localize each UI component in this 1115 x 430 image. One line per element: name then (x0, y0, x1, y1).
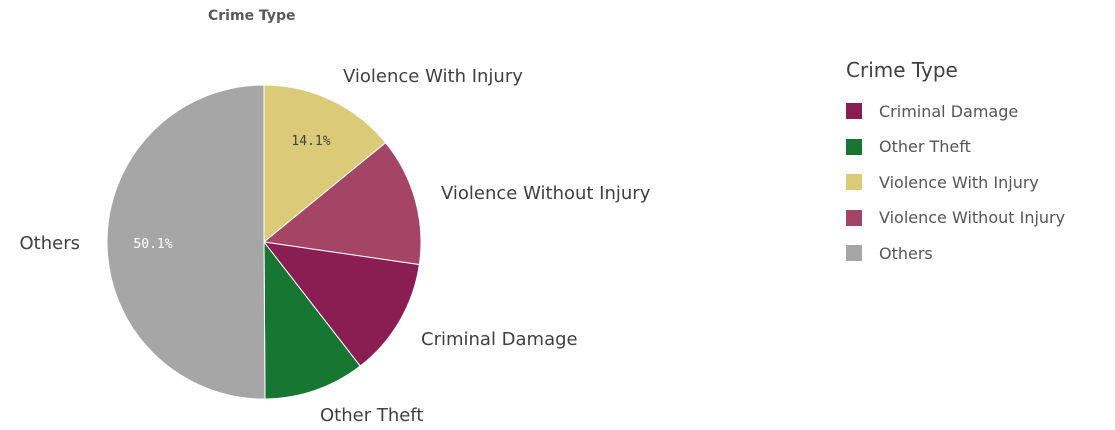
legend-swatch-criminal-damage (846, 103, 862, 119)
pie-chart[interactable]: Violence With Injury 14.1% Violence Withou… (0, 0, 820, 430)
legend-label-others: Others (879, 243, 933, 263)
pct-label-violence-with-injury: 14.1% (291, 134, 330, 149)
legend-item-violence-with-injury[interactable]: Violence With Injury (846, 169, 1065, 195)
pie-slice-violence-with-injury[interactable] (263, 84, 387, 244)
legend-item-others[interactable]: Others (846, 240, 1065, 266)
pie-slice-other-theft[interactable] (263, 240, 361, 400)
legend-swatch-violence-without-injury (846, 209, 862, 226)
legend-item-criminal-damage[interactable]: Criminal Damage (846, 98, 1065, 124)
slice-label-criminal-damage: Criminal Damage (421, 329, 578, 350)
legend: Crime Type Criminal Damage Other Theft Vio… (846, 58, 1065, 276)
legend-label-criminal-damage: Criminal Damage (879, 101, 1019, 121)
pie-slice-others[interactable] (106, 84, 266, 400)
legend-swatch-other-theft (846, 138, 862, 155)
legend-label-violence-without-injury: Violence Without Injury (879, 208, 1066, 227)
slice-label-violence-without-injury: Violence Without Injury (441, 183, 651, 204)
legend-item-violence-without-injury[interactable]: Violence Without Injury (846, 205, 1065, 231)
legend-swatch-others (846, 245, 862, 261)
slice-label-others: Others (20, 233, 81, 254)
chart-title: Crime Type (208, 8, 296, 24)
legend-label-violence-with-injury: Violence With Injury (879, 172, 1039, 192)
pct-label-others: 50.1% (133, 237, 172, 252)
slice-label-violence-with-injury: Violence With Injury (343, 66, 523, 87)
pie-slice-criminal-damage[interactable] (262, 241, 420, 367)
legend-item-other-theft[interactable]: Other Theft (846, 134, 1065, 160)
pie-slice-violence-without-injury[interactable] (262, 141, 422, 266)
legend-swatch-violence-with-injury (846, 174, 862, 190)
legend-label-other-theft: Other Theft (879, 137, 971, 156)
legend-title: Crime Type (846, 58, 958, 82)
legend-items: Criminal Damage Other Theft Violence With … (846, 98, 1065, 266)
slice-label-other-theft: Other Theft (320, 405, 423, 426)
